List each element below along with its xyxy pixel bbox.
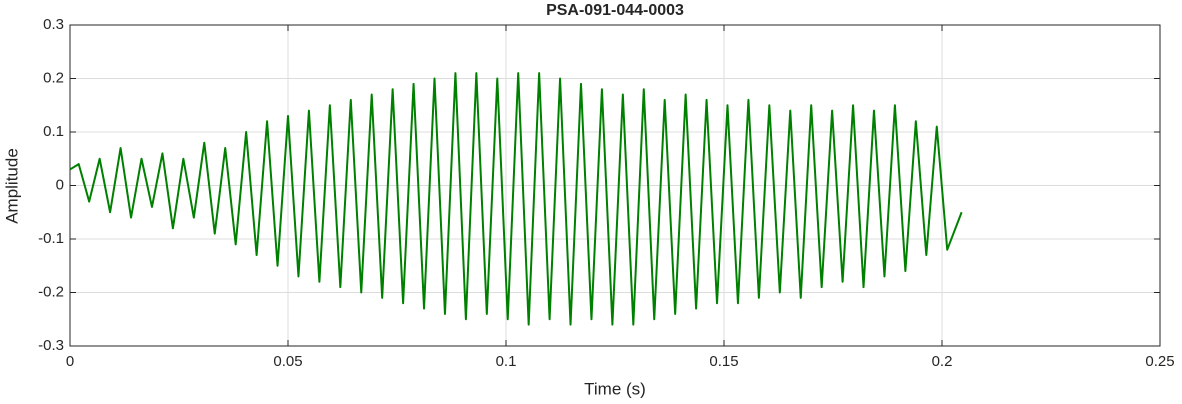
y-tick-label: 0.2 [43, 69, 64, 86]
y-tick-label: 0.3 [43, 16, 64, 33]
y-axis-label: Amplitude [2, 148, 21, 224]
x-axis-label: Time (s) [584, 379, 646, 398]
x-tick-label: 0.05 [273, 353, 302, 370]
y-tick-label: 0.1 [43, 123, 64, 140]
y-tick-label: -0.1 [38, 230, 64, 247]
y-tick-label: 0 [56, 176, 64, 193]
x-tick-label: 0.15 [709, 353, 738, 370]
y-tick-label: -0.3 [38, 337, 64, 354]
x-tick-label: 0 [66, 353, 74, 370]
plot-frame [69, 24, 1161, 347]
x-tick-label: 0.1 [496, 353, 517, 370]
y-tick-label: -0.2 [38, 283, 64, 300]
waveform-line [69, 72, 963, 326]
x-tick-label: 0.2 [932, 353, 953, 370]
x-tick-label: 0.25 [1145, 353, 1174, 370]
chart-title: PSA-091-044-0003 [546, 2, 684, 19]
